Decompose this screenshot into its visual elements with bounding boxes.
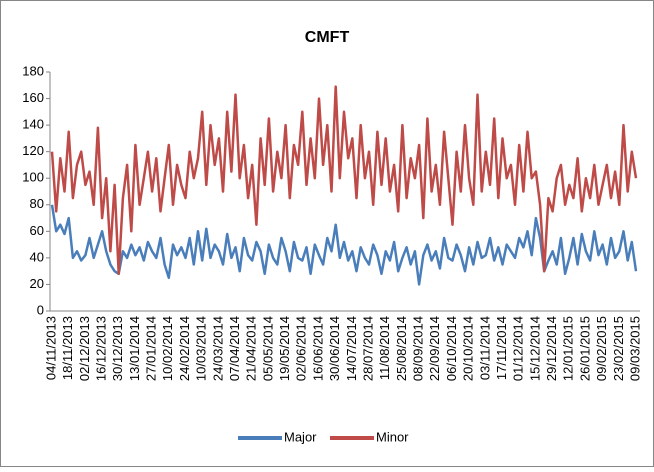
x-tick-label: 14/07/2014 bbox=[344, 316, 359, 381]
x-tick-label: 11/08/2014 bbox=[377, 316, 392, 380]
x-tick-label: 18/11/2013 bbox=[60, 316, 75, 380]
x-tick-label: 16/06/2014 bbox=[310, 316, 325, 381]
y-tick-label: 120 bbox=[22, 143, 44, 158]
x-tick-label: 16/12/2013 bbox=[93, 316, 108, 381]
x-tick-label: 10/02/2014 bbox=[160, 316, 175, 381]
x-tick-label: 03/11/2014 bbox=[477, 316, 492, 380]
x-tick-label: 30/12/2013 bbox=[110, 316, 125, 381]
y-tick-label: 140 bbox=[22, 117, 44, 132]
x-tick-label: 08/09/2014 bbox=[411, 316, 426, 381]
x-tick-label: 19/05/2014 bbox=[277, 316, 292, 381]
legend-label: Major bbox=[284, 429, 317, 444]
x-tick-label: 22/09/2014 bbox=[427, 316, 442, 381]
series-line bbox=[50, 204, 638, 286]
x-tick-label: 07/04/2014 bbox=[227, 316, 242, 381]
y-tick-label: 0 bbox=[37, 302, 44, 317]
x-tick-label: 02/12/2013 bbox=[77, 316, 92, 381]
series-line bbox=[50, 85, 638, 276]
x-tick-label: 09/02/2015 bbox=[594, 316, 609, 381]
y-tick-label: 60 bbox=[30, 223, 44, 238]
x-tick-label: 24/03/2014 bbox=[210, 316, 225, 381]
x-tick-label: 28/07/2014 bbox=[360, 316, 375, 381]
y-tick-label: 80 bbox=[30, 196, 44, 211]
y-tick-label: 40 bbox=[30, 249, 44, 264]
y-tick-label: 100 bbox=[22, 170, 44, 185]
x-tick-label: 12/01/2015 bbox=[561, 316, 576, 381]
chart-title: CMFT bbox=[305, 29, 350, 46]
x-tick-label: 05/05/2014 bbox=[260, 316, 275, 381]
x-tick-label: 21/04/2014 bbox=[244, 316, 259, 381]
y-tick-label: 20 bbox=[30, 276, 44, 291]
x-tick-label: 23/02/2015 bbox=[611, 316, 626, 381]
x-tick-label: 13/01/2014 bbox=[127, 316, 142, 381]
x-tick-label: 01/12/2014 bbox=[511, 316, 526, 381]
x-tick-label: 17/11/2014 bbox=[494, 316, 509, 380]
x-tick-label: 29/12/2014 bbox=[544, 316, 559, 381]
x-tick-label: 09/03/2015 bbox=[627, 316, 642, 381]
x-tick-label: 04/11/2013 bbox=[43, 316, 58, 380]
x-tick-label: 30/06/2014 bbox=[327, 316, 342, 381]
x-tick-label: 25/08/2014 bbox=[394, 316, 409, 381]
x-tick-label: 24/02/2014 bbox=[177, 316, 192, 381]
y-tick-label: 180 bbox=[22, 63, 44, 78]
x-tick-label: 20/10/2014 bbox=[461, 316, 476, 381]
x-tick-label: 02/06/2014 bbox=[294, 316, 309, 381]
x-tick-label: 27/01/2014 bbox=[144, 316, 159, 381]
x-tick-label: 10/03/2014 bbox=[194, 316, 209, 381]
x-tick-label: 06/10/2014 bbox=[444, 316, 459, 381]
y-tick-label: 160 bbox=[22, 90, 44, 105]
x-tick-label: 26/01/2015 bbox=[577, 316, 592, 381]
legend-label: Minor bbox=[376, 429, 409, 444]
x-tick-label: 15/12/2014 bbox=[527, 316, 542, 381]
